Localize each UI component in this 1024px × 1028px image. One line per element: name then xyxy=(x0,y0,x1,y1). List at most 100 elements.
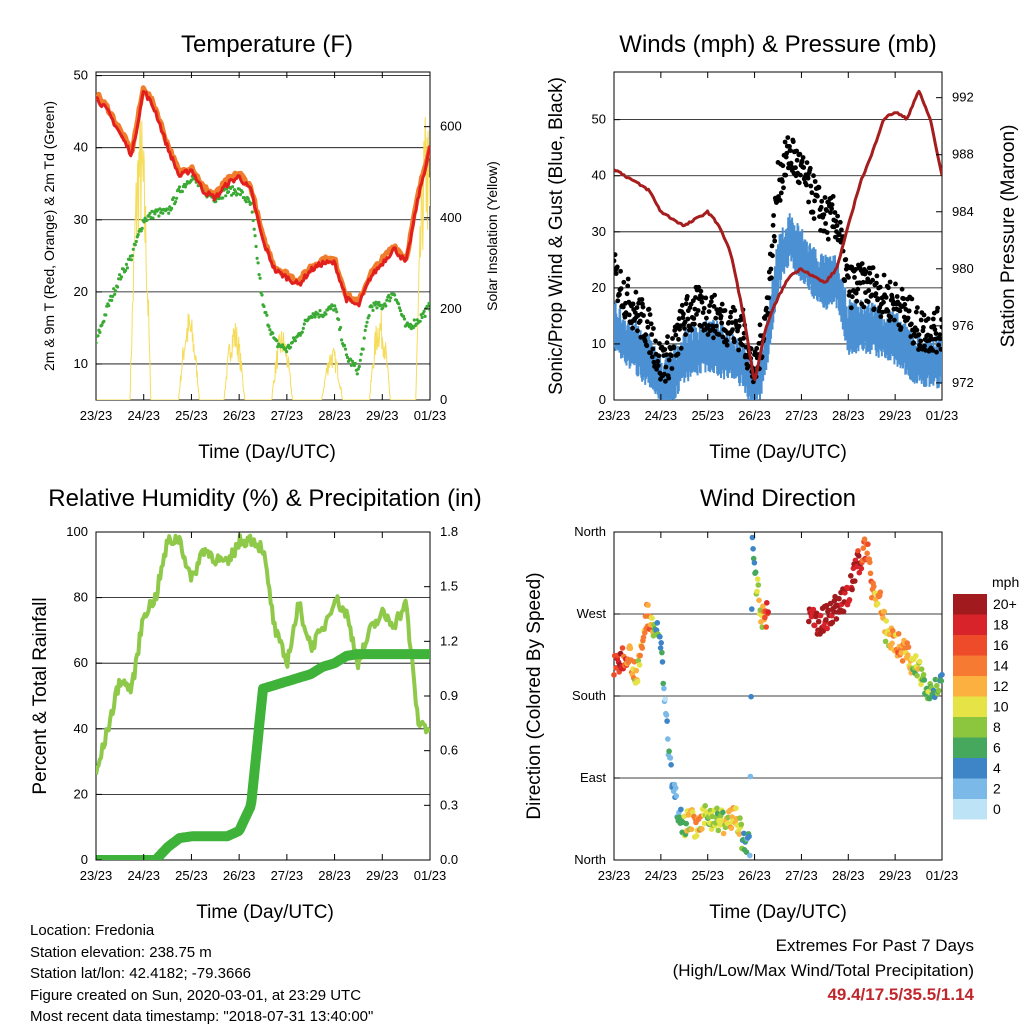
insolation-ylabel: Solar Insolation (Yellow) xyxy=(484,161,500,311)
dewpoint-point xyxy=(353,361,357,366)
direction-point xyxy=(824,625,830,632)
dewpoint-point xyxy=(318,309,322,313)
dewpoint-point xyxy=(242,196,246,200)
gust-point xyxy=(939,317,942,322)
gust-point xyxy=(780,179,785,184)
gust-point xyxy=(769,243,775,249)
gust-point xyxy=(785,135,791,141)
gust-point xyxy=(657,341,662,346)
direction-point xyxy=(852,578,858,584)
gust-point xyxy=(934,349,939,355)
legend-title: mph xyxy=(992,574,1019,590)
gust-point xyxy=(663,364,669,370)
direction-point xyxy=(825,607,832,614)
direction-point xyxy=(686,812,692,818)
gust-point xyxy=(681,311,686,317)
gust-point xyxy=(881,272,887,278)
dewpoint-point xyxy=(134,239,138,244)
direction-point xyxy=(640,634,647,641)
gust-point xyxy=(630,301,636,307)
temperature-ylabel: 2m & 9m T (Red, Orange) & 2m Td (Green) xyxy=(41,101,57,371)
legend-label: 18 xyxy=(993,617,1009,633)
gust-point xyxy=(793,165,798,171)
x-tick-label: 25/23 xyxy=(691,408,724,423)
direction-point xyxy=(747,773,754,780)
extremes-title: Extremes For Past 7 Days xyxy=(775,936,974,955)
direction-point xyxy=(665,736,671,742)
y2-tick-label: 976 xyxy=(952,318,974,333)
gust-point xyxy=(781,185,786,191)
direction-point xyxy=(858,565,865,572)
direction-point xyxy=(810,606,817,613)
gust-point xyxy=(930,316,936,322)
direction-point xyxy=(848,573,854,579)
x-tick-label: 01/23 xyxy=(926,868,959,883)
gust-point xyxy=(620,304,626,310)
direction-point xyxy=(890,628,896,634)
gust-point xyxy=(874,273,880,279)
gust-point xyxy=(724,338,729,344)
gust-point xyxy=(719,320,725,326)
dewpoint-point xyxy=(253,234,257,238)
direction-point xyxy=(914,672,920,679)
gust-point xyxy=(679,302,685,308)
gust-point xyxy=(673,332,679,338)
direction-title: Wind Direction xyxy=(700,485,856,512)
gust-point xyxy=(878,314,884,319)
gust-point xyxy=(870,265,876,271)
legend-swatch xyxy=(953,717,987,738)
gust-point xyxy=(836,231,842,237)
gust-point xyxy=(777,198,783,203)
gust-point xyxy=(694,312,699,317)
gust-point xyxy=(614,264,620,270)
direction-point xyxy=(867,559,873,566)
gust-point xyxy=(704,315,709,321)
legend-swatch xyxy=(953,696,987,717)
direction-point xyxy=(817,612,824,619)
winds-title: Winds (mph) & Pressure (mb) xyxy=(619,31,936,58)
dewpoint-point xyxy=(224,194,228,198)
extremes-values: 49.4/17.5/35.5/1.14 xyxy=(827,985,974,1004)
dewpoint-point xyxy=(167,211,171,215)
y-tick-label: 40 xyxy=(74,721,88,736)
direction-point xyxy=(938,678,945,684)
gust-point xyxy=(695,308,701,313)
y-tick-label: 10 xyxy=(74,356,88,371)
gust-point xyxy=(811,173,816,179)
dewpoint-point xyxy=(359,352,363,356)
y2-tick-label: 984 xyxy=(952,204,974,219)
gust-point xyxy=(821,212,827,218)
y-tick-label: 30 xyxy=(74,212,88,227)
gust-point xyxy=(901,296,907,302)
y2-tick-label: 972 xyxy=(952,375,974,390)
dewpoint-point xyxy=(358,358,362,362)
dewpoint-point xyxy=(271,331,275,335)
dewpoint-point xyxy=(258,276,262,280)
dewpoint-point xyxy=(362,336,366,340)
direction-point xyxy=(861,536,868,542)
gust-point xyxy=(849,294,855,300)
gust-point xyxy=(842,278,848,284)
gust-point xyxy=(630,325,635,331)
dewpoint-point xyxy=(285,350,289,354)
y-tick-label: 20 xyxy=(592,280,606,295)
direction-point xyxy=(939,671,945,678)
gust-point xyxy=(670,336,675,341)
x-tick-label: 26/23 xyxy=(738,868,771,883)
gust-point xyxy=(887,279,893,285)
gust-point xyxy=(933,331,939,336)
gust-point xyxy=(730,327,735,332)
dewpoint-point xyxy=(133,243,137,247)
dewpoint-point xyxy=(259,291,263,295)
gust-point xyxy=(624,291,630,297)
gust-point xyxy=(680,315,686,321)
gust-point xyxy=(834,223,840,229)
dewpoint-point xyxy=(385,298,389,302)
dewpoint-point xyxy=(114,289,118,293)
gust-point xyxy=(860,279,866,285)
y-tick-label: 60 xyxy=(74,655,88,670)
dewpoint-point xyxy=(240,190,244,194)
direction-point xyxy=(678,806,684,813)
dewpoint-point xyxy=(334,307,338,311)
gust-point xyxy=(835,213,840,219)
